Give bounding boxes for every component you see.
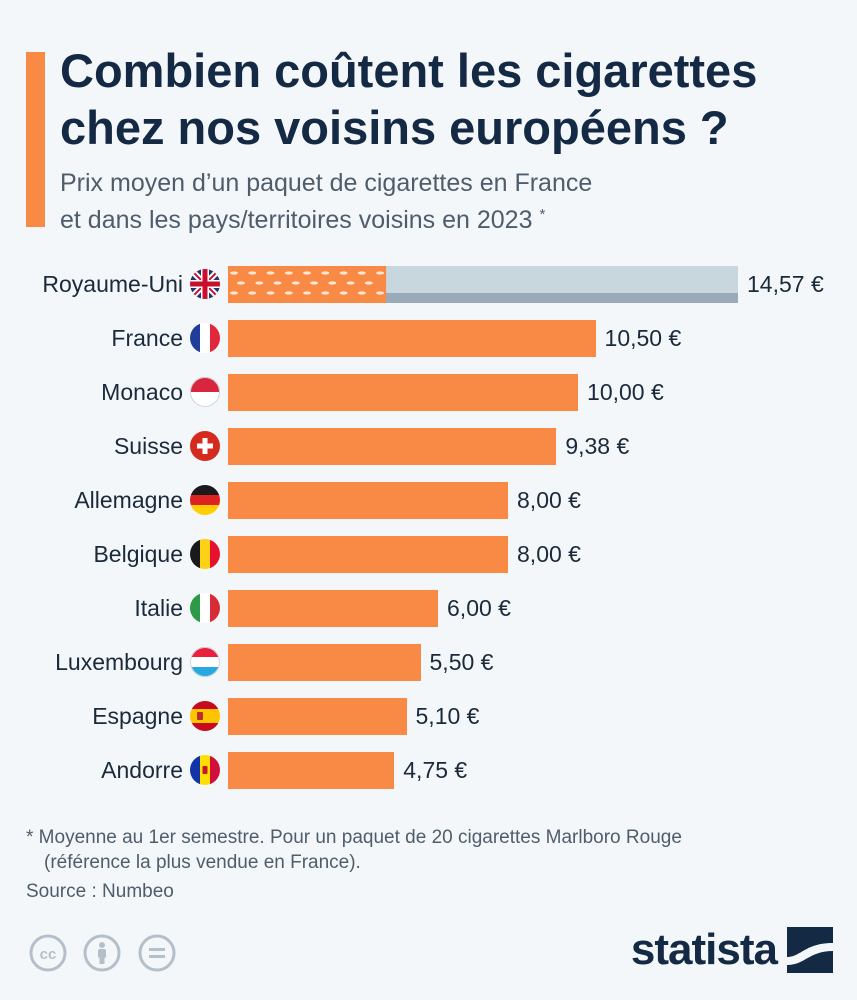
bar-row: Suisse 9,38 €: [0, 426, 857, 480]
luxembourg-flag-icon: [190, 647, 220, 677]
footnote: * Moyenne au 1er semestre. Pour un paque…: [26, 825, 826, 875]
category-label: Belgique: [93, 541, 183, 567]
category-label: Luxembourg: [55, 649, 183, 675]
bar: [228, 428, 557, 465]
bar-row: Italie 6,00 €: [0, 588, 857, 642]
statista-logo[interactable]: statista: [631, 922, 833, 978]
value-label: 4,75 €: [403, 757, 468, 783]
cc-icon[interactable]: cc: [28, 933, 68, 973]
bar-row: Allemagne 8,00 €: [0, 480, 857, 534]
category-label: Espagne: [92, 703, 183, 729]
bar: [228, 320, 596, 357]
license-icons: cc: [28, 933, 187, 978]
value-label: 10,50 €: [604, 325, 682, 351]
chart-subtitle: Prix moyen d’un paquet de cigarettes en …: [60, 168, 820, 236]
bar: [228, 374, 579, 411]
category-label: Royaume-Uni: [42, 271, 183, 297]
subtitle-footnote-marker: *: [539, 206, 546, 223]
bar-row: Andorre 4,75 €: [0, 750, 857, 804]
germany-flag-icon: [190, 485, 220, 515]
uk-flag-icon: [190, 269, 220, 299]
value-label: 6,00 €: [447, 595, 511, 621]
logo-text: statista: [630, 925, 778, 974]
bar-row: Monaco 10,00 €: [0, 372, 857, 426]
belgium-flag-icon: [190, 539, 220, 569]
value-label: 5,10 €: [415, 703, 480, 729]
value-label: 8,00 €: [517, 541, 581, 567]
category-label: Suisse: [113, 433, 183, 459]
accent-bar: [26, 52, 45, 227]
bar-chart: Royaume-Uni 14,57 € France 10,50 € Monaco 10,…: [0, 264, 857, 804]
category-label: France: [111, 325, 183, 351]
title-line-2: chez nos voisins européens ?: [60, 101, 729, 154]
category-label: Andorre: [101, 757, 183, 783]
bar: [228, 752, 395, 789]
chart-title: Combien coûtent les cigarettes chez nos …: [60, 42, 850, 156]
category-label: Allemagne: [74, 487, 183, 513]
subtitle-line-2: et dans les pays/territoires voisins en …: [60, 206, 533, 234]
spain-flag-icon: [190, 701, 220, 731]
footnote-line-1: * Moyenne au 1er semestre. Pour un paque…: [26, 827, 682, 848]
value-label: 8,00 €: [517, 487, 581, 513]
value-label: 10,00 €: [587, 379, 664, 405]
bar-cigarette: [228, 266, 738, 303]
title-line-1: Combien coûtent les cigarettes: [60, 44, 758, 97]
svg-text:cc: cc: [40, 946, 57, 963]
monaco-flag-icon: [190, 377, 220, 407]
bar: [228, 644, 421, 681]
bar: [228, 536, 509, 573]
footnote-line-2: (référence la plus vendue en France).: [44, 852, 361, 873]
bar-row: Espagne 5,10 €: [0, 696, 857, 750]
by-icon[interactable]: [82, 933, 122, 973]
statista-logo-icon: [787, 927, 833, 973]
bar: [228, 482, 509, 519]
bar: [228, 698, 407, 735]
value-label: 5,50 €: [429, 649, 494, 675]
italy-flag-icon: [190, 593, 220, 623]
value-label: 9,38 €: [565, 433, 630, 459]
source-note: Source : Numbeo: [26, 881, 174, 902]
bar-row: Luxembourg 5,50 €: [0, 642, 857, 696]
bar-row: Royaume-Uni 14,57 €: [0, 264, 857, 318]
subtitle-line-1: Prix moyen d’un paquet de cigarettes en …: [60, 169, 593, 197]
andorra-flag-icon: [190, 755, 220, 785]
nd-icon[interactable]: [137, 933, 177, 973]
bar-row: France 10,50 €: [0, 318, 857, 372]
bar: [228, 590, 439, 627]
france-flag-icon: [190, 323, 220, 353]
switzerland-flag-icon: [190, 431, 220, 461]
category-label: Monaco: [101, 379, 183, 405]
category-label: Italie: [134, 595, 183, 621]
bar-row: Belgique 8,00 €: [0, 534, 857, 588]
value-label: 14,57 €: [747, 271, 824, 297]
